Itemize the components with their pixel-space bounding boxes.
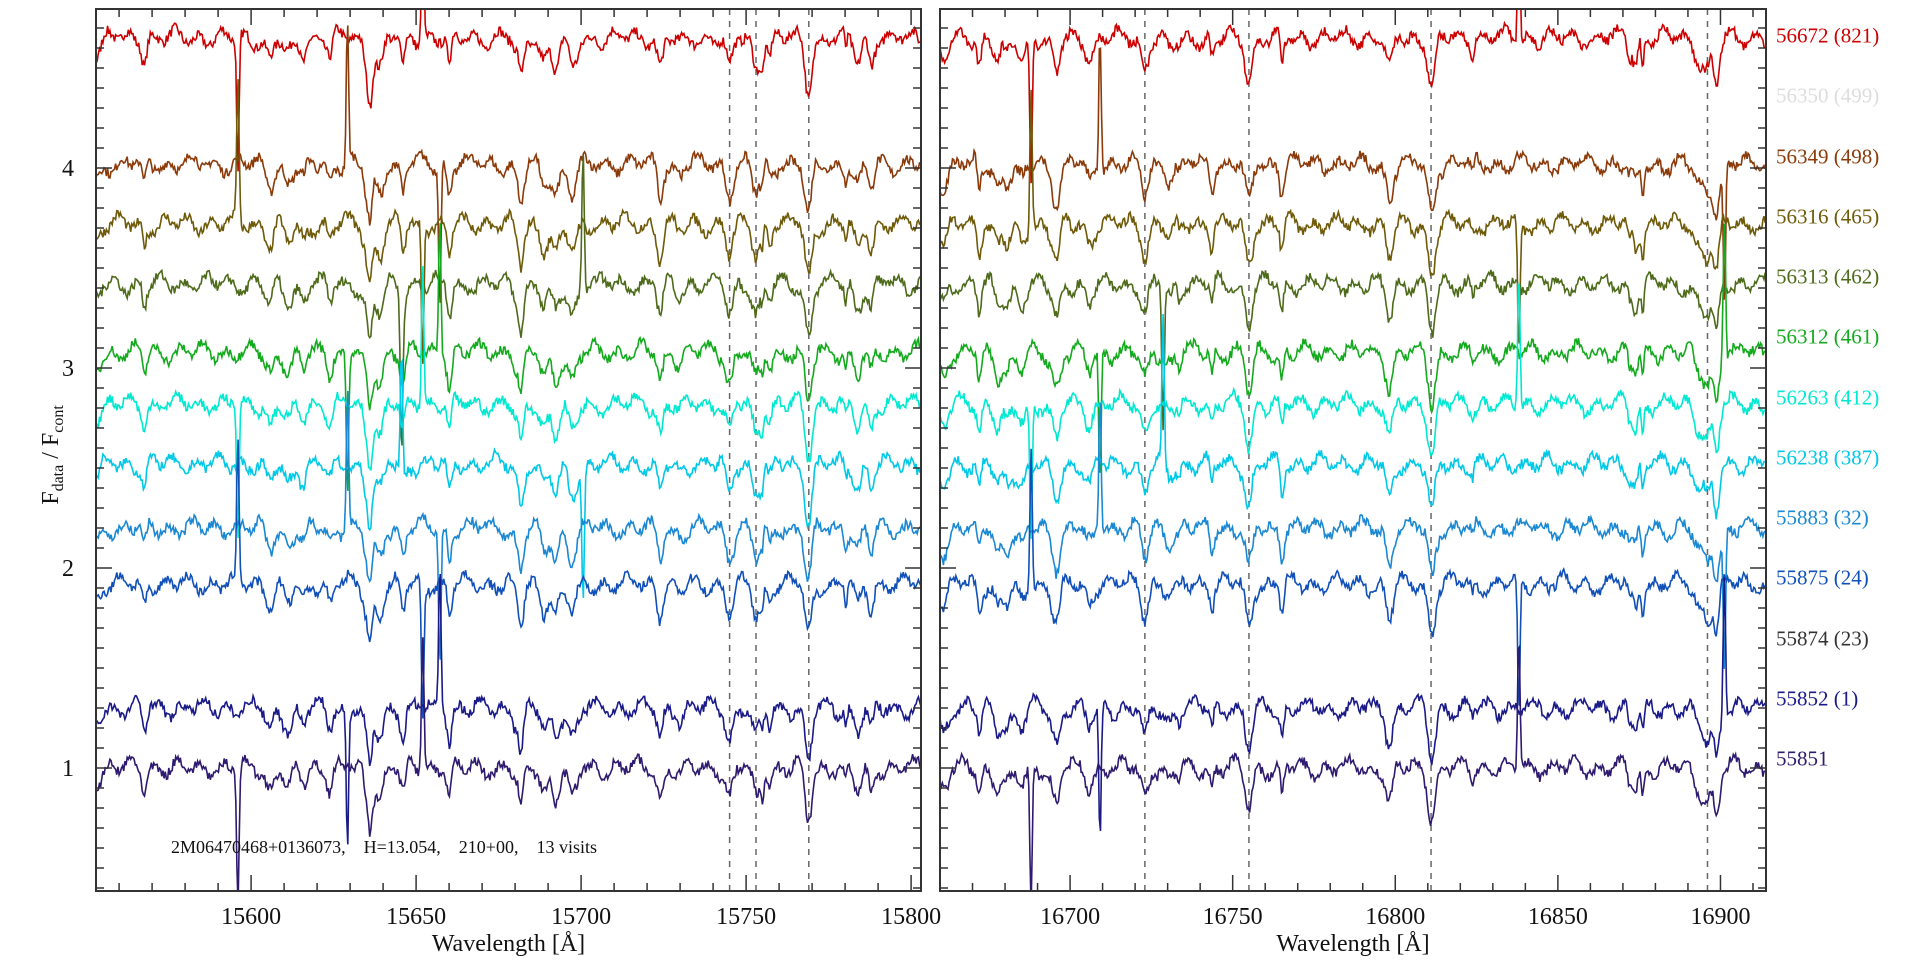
spectrum-line-55883 [940, 402, 1766, 669]
spectrum-line-56316 [940, 89, 1766, 344]
spectrum-line-56263 [96, 265, 921, 539]
spectrum-line-56672 [96, 9, 921, 172]
star-info-annotation: 2M06470468+0136073, H=13.054, 210+00, 13… [171, 837, 597, 857]
spectrum-line-55852 [940, 577, 1766, 831]
spectrum-line-56312 [940, 223, 1766, 473]
spectrum-line-56263 [940, 282, 1766, 539]
spectrum-line-56672 [940, 9, 1766, 184]
plot-frame [939, 8, 1767, 892]
x-tick-label: 16800 [1365, 904, 1425, 930]
spectrum-line-56238 [96, 358, 921, 598]
visit-label: 56263 (412) [1776, 385, 1880, 409]
spectrum-line-56312 [96, 223, 921, 491]
x-tick-label: 15800 [881, 904, 941, 930]
spectrum-line-56313 [940, 269, 1766, 431]
spectrum-line-55851 [940, 644, 1766, 891]
panel-2: 16700 16750 16800 16850 16900 Wavelength [Å] [939, 8, 1767, 957]
visit-label: 55851 [1776, 746, 1829, 771]
panel-1: 1 2 3 4 15600 15650 15700 15750 15800 Wavelength … [62, 8, 941, 957]
visit-label: 56316 (465) [1776, 204, 1880, 229]
visit-label: 56312 (461) [1776, 324, 1880, 349]
y-axis-label-text: F [38, 491, 64, 504]
spectrum-line-56349 [940, 47, 1766, 300]
spectrum-line-55875 [96, 439, 921, 719]
visit-label: 55883 (32) [1776, 505, 1869, 530]
spectrum-line-55875 [940, 448, 1766, 706]
y-tick-label: 4 [62, 156, 74, 182]
x-tick-label: 15600 [221, 904, 281, 930]
visit-label: 55852 (1) [1776, 686, 1859, 711]
visit-label: 56349 (498) [1776, 144, 1880, 168]
spectra-group [940, 9, 1766, 891]
y-tick-label: 2 [62, 556, 74, 582]
visit-label: 56350 (499) [1776, 83, 1880, 108]
plot-frame [95, 8, 922, 892]
spectrum-line-55852 [96, 573, 921, 845]
visit-label: 56672 (821) [1776, 23, 1880, 48]
y-tick-label: 3 [62, 356, 74, 382]
x-tick-label: 16750 [1203, 904, 1263, 930]
visit-label: 56313 (462) [1776, 264, 1880, 289]
x-tick-label: 16900 [1690, 904, 1750, 930]
x-tick-label: 16850 [1528, 904, 1588, 930]
y-axis-label-subscript: data [50, 465, 67, 492]
y-axis-label-text: / F [38, 433, 64, 465]
y-tick-label: 1 [62, 756, 74, 782]
spectrum-line-56313 [96, 155, 921, 446]
spectrum-line-55851 [96, 637, 921, 891]
x-axis-label: Wavelength [Å] [432, 931, 585, 957]
y-axis-label-subscript: cont [50, 405, 67, 433]
visit-label: 55875 (24) [1776, 565, 1869, 590]
spectrum-line-56316 [96, 79, 921, 364]
x-axis-label: Wavelength [Å] [1276, 931, 1429, 957]
y-axis-label: Fdata / Fcont [38, 405, 67, 505]
x-tick-label: 15750 [716, 904, 776, 930]
spectra-group [96, 9, 921, 891]
visit-label: 55874 (23) [1776, 626, 1869, 650]
spectrum-line-55883 [96, 390, 921, 660]
x-tick-label: 16700 [1040, 904, 1100, 930]
spectrum-line-56349 [96, 25, 921, 303]
visit-label: 56238 (387) [1776, 445, 1880, 470]
x-tick-label: 15700 [551, 904, 611, 930]
x-tick-label: 15650 [386, 904, 446, 930]
spectrum-line-56238 [940, 313, 1766, 520]
